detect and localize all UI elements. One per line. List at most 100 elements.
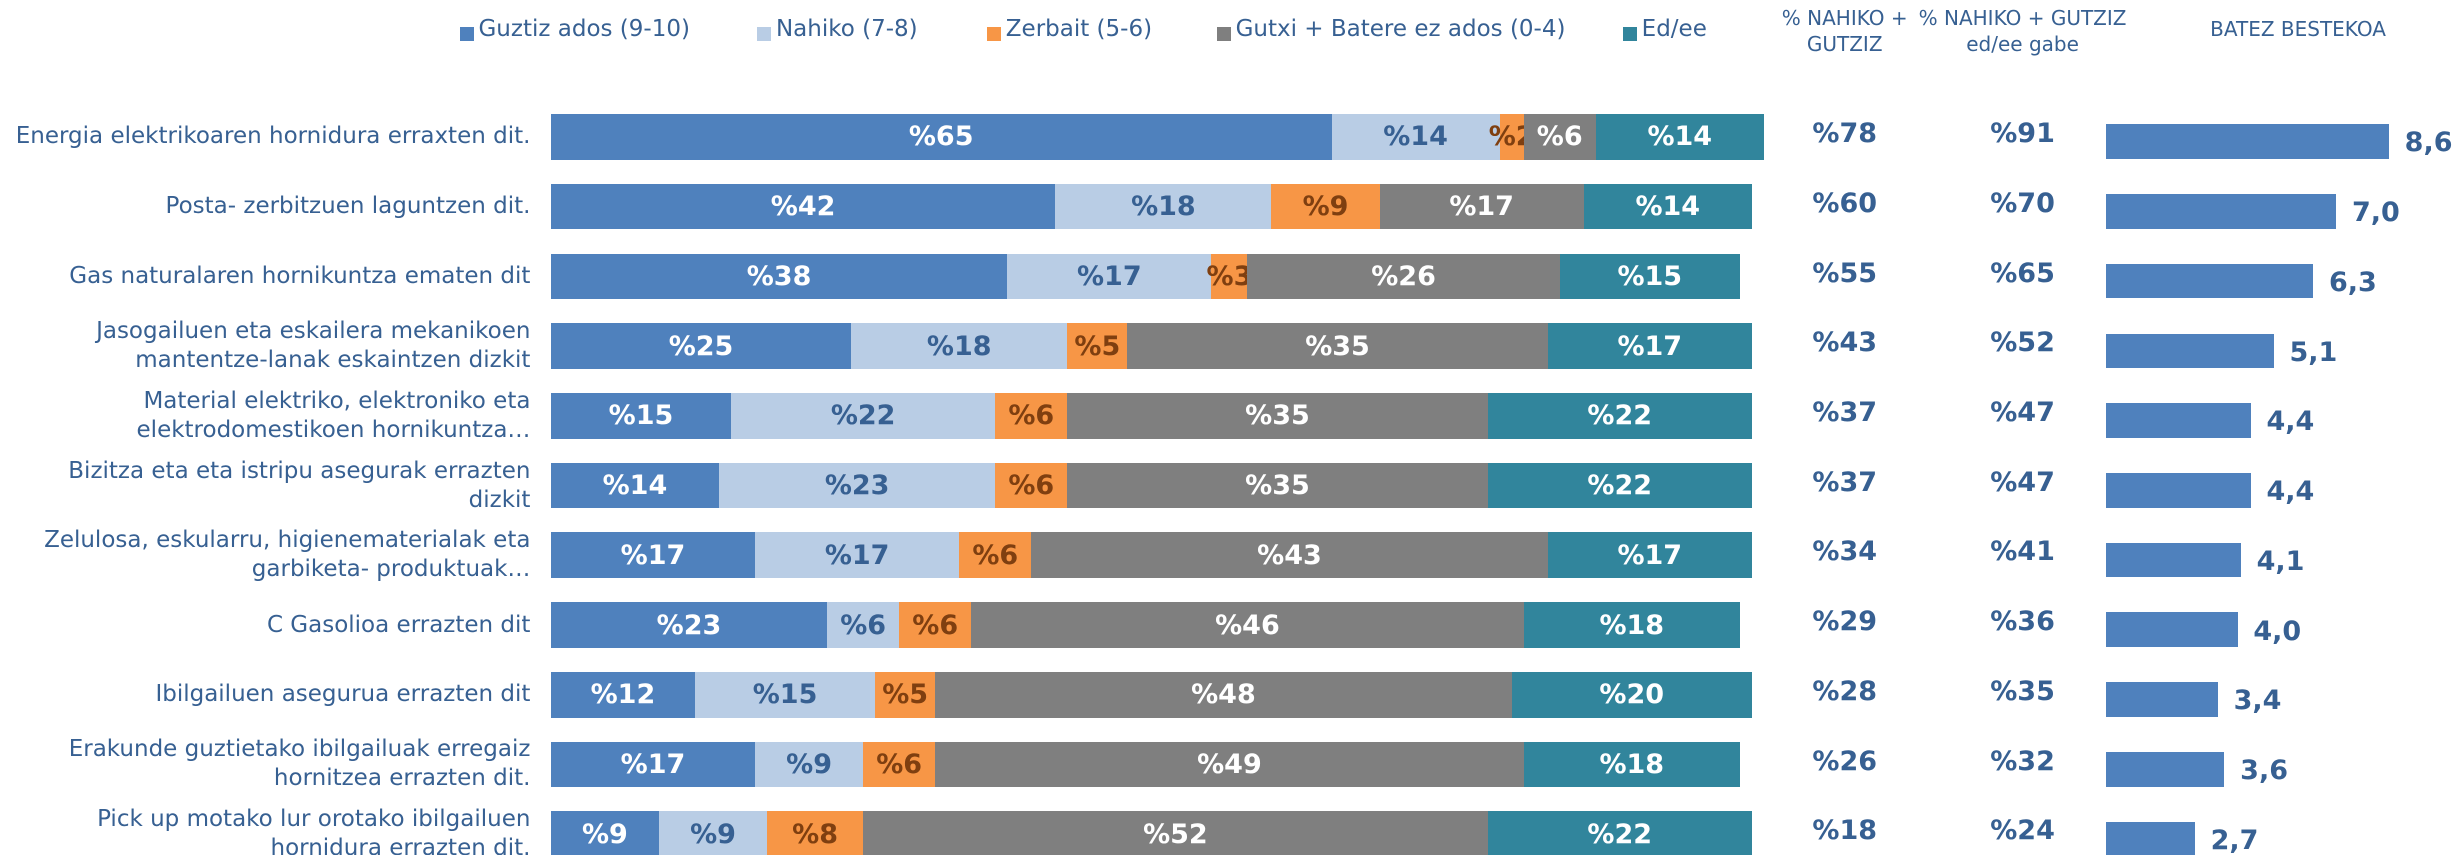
bar-label: %65 [908,121,974,153]
bar-label: %6 [876,748,923,780]
column-header: GUTZIZ [1806,32,1883,57]
legend-swatch [986,26,1001,41]
bar-segment: %23 [550,602,828,648]
mean-label: 4,1 [2256,545,2305,577]
category-label: Material elektriko, elektroniko eta elek… [136,387,531,443]
bar-segment: %9 [658,811,768,855]
bar-segment: %12 [550,671,695,718]
mean-bar [2106,472,2251,508]
column-value: %78 [1812,118,1878,150]
mean-bar [2106,403,2251,438]
legend-label: Zerbait (5-6) [1005,15,1153,42]
mean-label: 3,4 [2233,685,2282,717]
bar-label: %6 [1008,400,1055,432]
bar-segment: %9 [550,811,659,855]
bar-label: %18 [1599,748,1665,780]
mean-bar [2106,333,2274,369]
column-value: %18 [1812,815,1878,847]
bar-segment: %35 [1127,323,1548,369]
mean-bar [2106,194,2337,229]
bar-segment: %35 [1067,462,1488,509]
bar-label: %17 [620,748,686,780]
mean-bar [2106,263,2314,299]
column-value: %37 [1812,466,1878,498]
bar-label: %25 [668,330,734,362]
bar-label: %20 [1599,679,1665,711]
legend-swatch [1622,26,1637,41]
bar-segment: %3 [1207,253,1252,300]
bar-label: %6 [1008,470,1055,502]
column-value: %52 [1990,327,2055,359]
legend-label: Gutxi + Batere ez ados (0-4) [1235,15,1566,42]
bar-label: %9 [786,748,833,780]
bar-segment: %15 [1559,253,1740,300]
bar-label: %17 [1077,260,1142,292]
bar-label: %23 [824,470,890,502]
bar-segment: %17 [755,532,960,579]
mean-label: 8,6 [2404,127,2453,159]
bar-label: %22 [1587,400,1653,432]
category-label: Ibilgailuen asegurua errazten dit [155,681,531,708]
mean-label: 3,6 [2240,755,2289,787]
legend-label: Nahiko (7-8) [775,15,918,42]
column-value: %70 [1990,187,2055,219]
bar-segment: %6 [827,602,900,648]
bar-segment: %42 [550,183,1056,230]
column-header: % NAHIKO + [1781,5,1908,30]
bar-label: %14 [1647,121,1713,153]
mean-label: 6,3 [2329,266,2377,298]
bar-segment: %9 [755,741,864,788]
bar-label: %18 [926,330,992,362]
bar-label: %43 [1257,539,1322,571]
bar-label: %17 [1617,539,1683,571]
column-value: %47 [1990,466,2055,498]
mean-label: 5,1 [2289,336,2338,368]
bar-segment: %35 [1067,393,1488,439]
bar-segment: %6 [995,462,1068,509]
bar-segment: %25 [550,323,852,369]
column-value: %37 [1812,396,1878,428]
bar-label: %48 [1191,679,1256,711]
bar-label: %52 [1143,818,1208,850]
bar-segment: %15 [550,393,732,439]
bar-label: %14 [1635,191,1701,223]
bar-segment: %6 [863,741,936,788]
bar-segment: %8 [767,811,864,855]
bar-segment: %6 [995,393,1068,439]
mean-bar [2106,821,2195,855]
bar-label: %22 [1587,818,1653,850]
column-value: %32 [1990,745,2055,777]
bar-label: %35 [1245,470,1310,502]
bar-label: %17 [1617,330,1683,362]
mean-bar [2106,542,2241,578]
column-value: %34 [1812,536,1878,568]
bar-segment: %5 [875,671,936,718]
category-label: C Gasolioa errazten dit [266,611,531,638]
bar-label: %6 [840,609,887,641]
bar-label: %3 [1206,260,1253,292]
category-label: Erakunde guztietako ibilgailuak erregaiz… [68,736,531,792]
column-value: %65 [1990,257,2055,289]
bar-label: %18 [1599,609,1665,641]
mean-bar [2106,751,2225,787]
category-label: Zelulosa, eskularru, higienematerialak e… [44,527,531,583]
bar-label: %15 [1617,260,1683,292]
bar-label: %9 [690,818,736,850]
bar-segment: %17 [1379,183,1584,230]
bar-segment: %14 [1583,183,1752,230]
column-header: % NAHIKO + GUTZIZ [1918,5,2127,30]
legend-label: Ed/ee [1641,15,1707,42]
bar-label: %14 [602,470,668,502]
bar-segment: %17 [1547,532,1752,579]
bar-label: %38 [746,260,812,292]
column-value: %60 [1812,187,1878,219]
bar-label: %9 [1302,191,1349,223]
category-label: Posta- zerbitzuen laguntzen dit. [165,193,531,220]
legend-swatch [459,26,474,41]
bar-segment: %22 [731,393,996,439]
bar-segment: %18 [851,323,1068,369]
column-value: %43 [1812,327,1878,359]
bar-label: %14 [1383,121,1448,153]
category-label: Energia elektrikoaren hornidura erraxten… [15,123,531,150]
bar-segment: %43 [1031,532,1548,579]
